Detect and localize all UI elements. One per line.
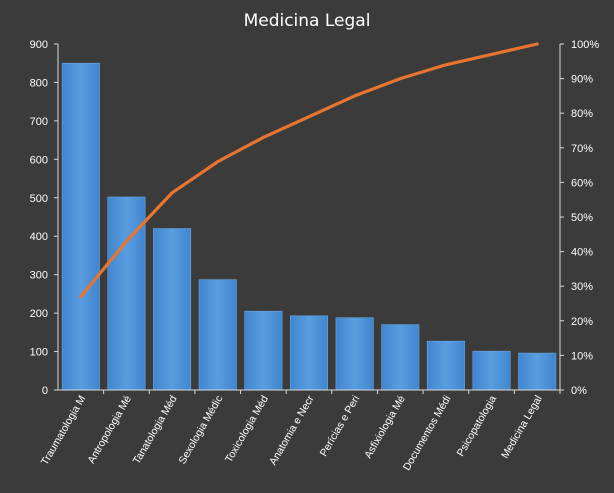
bar (381, 324, 420, 391)
y2-tick-label: 20% (571, 316, 593, 328)
y-tick-label: 800 (30, 77, 48, 89)
bar (244, 310, 283, 391)
axes (54, 43, 564, 394)
y-axis-left-labels: 0 100 200 300 400 500 600 700 800 900 (30, 39, 48, 397)
cumulative-line-series (79, 42, 539, 299)
y-tick-label: 200 (30, 308, 48, 320)
bar (426, 340, 465, 391)
bar (289, 315, 329, 391)
x-tick-label: Asfixiologia Mé (362, 393, 408, 460)
x-tick-label: Psicopatologia (455, 393, 500, 458)
x-tick-label: Tanatologia Méd (131, 393, 180, 466)
y-tick-label: 500 (30, 193, 48, 205)
y2-tick-label: 80% (571, 108, 593, 120)
y2-tick-label: 10% (571, 350, 593, 362)
x-tick-label: Sexologia Médic (176, 394, 225, 467)
y2-tick-label: 40% (571, 247, 593, 259)
chart-title: Medicina Legal (244, 11, 371, 31)
bar (153, 228, 192, 391)
y-tick-label: 700 (30, 116, 48, 128)
y-tick-label: 600 (30, 154, 48, 166)
bar (335, 317, 374, 391)
x-tick-label: Medicina Legal (499, 394, 545, 461)
y2-tick-label: 60% (571, 177, 593, 189)
x-tick-label: Anatomia e Necr (267, 393, 317, 467)
x-tick-label: Toxicologia Méd (223, 393, 271, 464)
y2-tick-label: 50% (571, 212, 593, 224)
y-tick-label: 900 (30, 39, 48, 51)
bar (198, 279, 237, 391)
y-tick-label: 400 (30, 231, 48, 243)
y-tick-label: 100 (30, 347, 48, 359)
bar (472, 350, 511, 391)
bar-series (61, 62, 557, 391)
bar (518, 352, 557, 391)
x-tick-label: Documentos Médi (401, 393, 454, 472)
x-tick-label: Antropologia Mé (85, 393, 134, 465)
y-axis-right-labels: 0% 10% 20% 30% 40% 50% 60% 70% 80% 90% 100% (571, 39, 599, 397)
bar (61, 62, 100, 391)
x-tick-label: Traumatologia M (39, 394, 89, 468)
y-tick-label: 300 (30, 270, 48, 282)
y2-tick-label: 30% (571, 281, 593, 293)
cumulative-line (79, 42, 539, 299)
y2-tick-label: 70% (571, 143, 593, 155)
y2-tick-label: 0% (571, 385, 587, 397)
y2-tick-label: 90% (571, 74, 593, 86)
y-tick-label: 0 (42, 385, 48, 397)
y2-tick-label: 100% (571, 39, 599, 51)
x-tick-label: Perícias e Peri (318, 394, 363, 459)
